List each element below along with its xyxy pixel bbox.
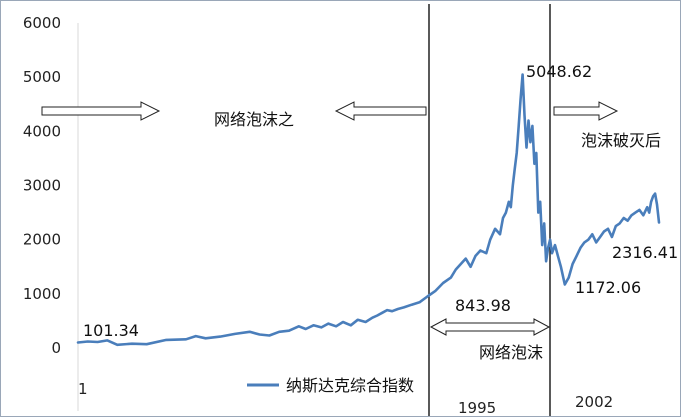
arrow-left-before [334,101,427,121]
y-tick-label: 2000 [23,231,61,249]
label-bubble-period: 网络泡沫 [479,343,543,362]
label-end-value: 2316.41 [612,243,678,262]
label-1995-value: 843.98 [455,296,511,315]
label-bubble-after: 泡沫破灭后 [581,131,661,150]
y-axis-ticks: 0 1000 2000 3000 4000 5000 6000 [23,14,61,357]
y-tick-label: 3000 [23,177,61,195]
label-bubble-before: 网络泡沫之 [214,110,294,129]
y-tick-label: 4000 [23,122,61,140]
label-peak-value: 5048.62 [526,62,592,81]
arrow-right-before [41,101,161,121]
x-tick-label-1995: 1995 [458,399,496,416]
y-tick-label: 1000 [23,285,61,303]
label-start-value: 101.34 [83,321,139,340]
arrow-double-bubble [429,318,551,336]
arrow-right-after [553,101,619,121]
x-tick-label-start: 1 [78,380,88,398]
series-line-nasdaq [76,73,661,347]
legend-label: 纳斯达克综合指数 [286,376,414,395]
y-tick-label: 6000 [23,14,61,32]
legend: 纳斯达克综合指数 [247,376,414,395]
x-tick-label-2002: 2002 [575,393,613,411]
label-trough-value: 1172.06 [575,278,641,297]
y-tick-label: 5000 [23,68,61,86]
y-tick-label: 0 [51,339,61,357]
